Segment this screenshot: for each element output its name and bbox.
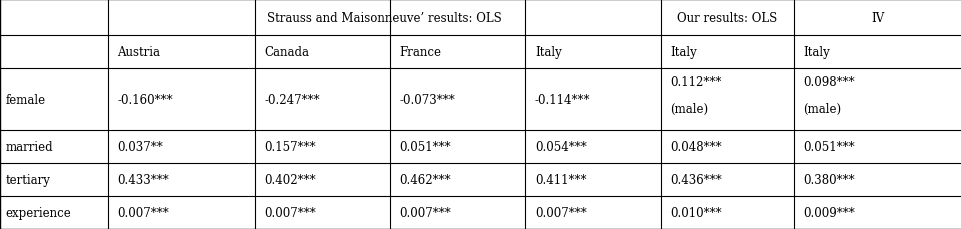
Text: 0.051***: 0.051*** [802,141,854,154]
Text: 0.402***: 0.402*** [264,174,316,186]
Text: IV: IV [871,11,883,25]
Text: 0.051***: 0.051*** [399,141,451,154]
Text: 0.157***: 0.157*** [264,141,316,154]
Text: 0.007***: 0.007*** [534,206,586,219]
Text: (male): (male) [670,102,708,115]
Text: Austria: Austria [117,46,160,59]
Text: 0.411***: 0.411*** [534,174,586,186]
Text: Italy: Italy [670,46,697,59]
Text: 0.462***: 0.462*** [399,174,451,186]
Text: 0.380***: 0.380*** [802,174,854,186]
Text: 0.010***: 0.010*** [670,206,722,219]
Text: -0.247***: -0.247*** [264,93,320,106]
Text: 0.112***: 0.112*** [670,76,721,89]
Text: 0.007***: 0.007*** [264,206,316,219]
Text: France: France [399,46,441,59]
Text: female: female [6,93,46,106]
Text: Italy: Italy [802,46,829,59]
Text: Italy: Italy [534,46,561,59]
Text: married: married [6,141,54,154]
Text: experience: experience [6,206,71,219]
Text: 0.436***: 0.436*** [670,174,722,186]
Text: 0.054***: 0.054*** [534,141,586,154]
Text: Strauss and Maisonneuve’ results: OLS: Strauss and Maisonneuve’ results: OLS [266,11,502,25]
Text: Canada: Canada [264,46,309,59]
Text: (male): (male) [802,102,841,115]
Text: 0.098***: 0.098*** [802,76,854,89]
Text: Our results: OLS: Our results: OLS [677,11,776,25]
Text: -0.160***: -0.160*** [117,93,173,106]
Text: -0.073***: -0.073*** [399,93,455,106]
Text: 0.007***: 0.007*** [117,206,169,219]
Text: 0.433***: 0.433*** [117,174,169,186]
Text: tertiary: tertiary [6,174,51,186]
Text: 0.048***: 0.048*** [670,141,722,154]
Text: 0.007***: 0.007*** [399,206,451,219]
Text: -0.114***: -0.114*** [534,93,590,106]
Text: 0.009***: 0.009*** [802,206,854,219]
Text: 0.037**: 0.037** [117,141,163,154]
